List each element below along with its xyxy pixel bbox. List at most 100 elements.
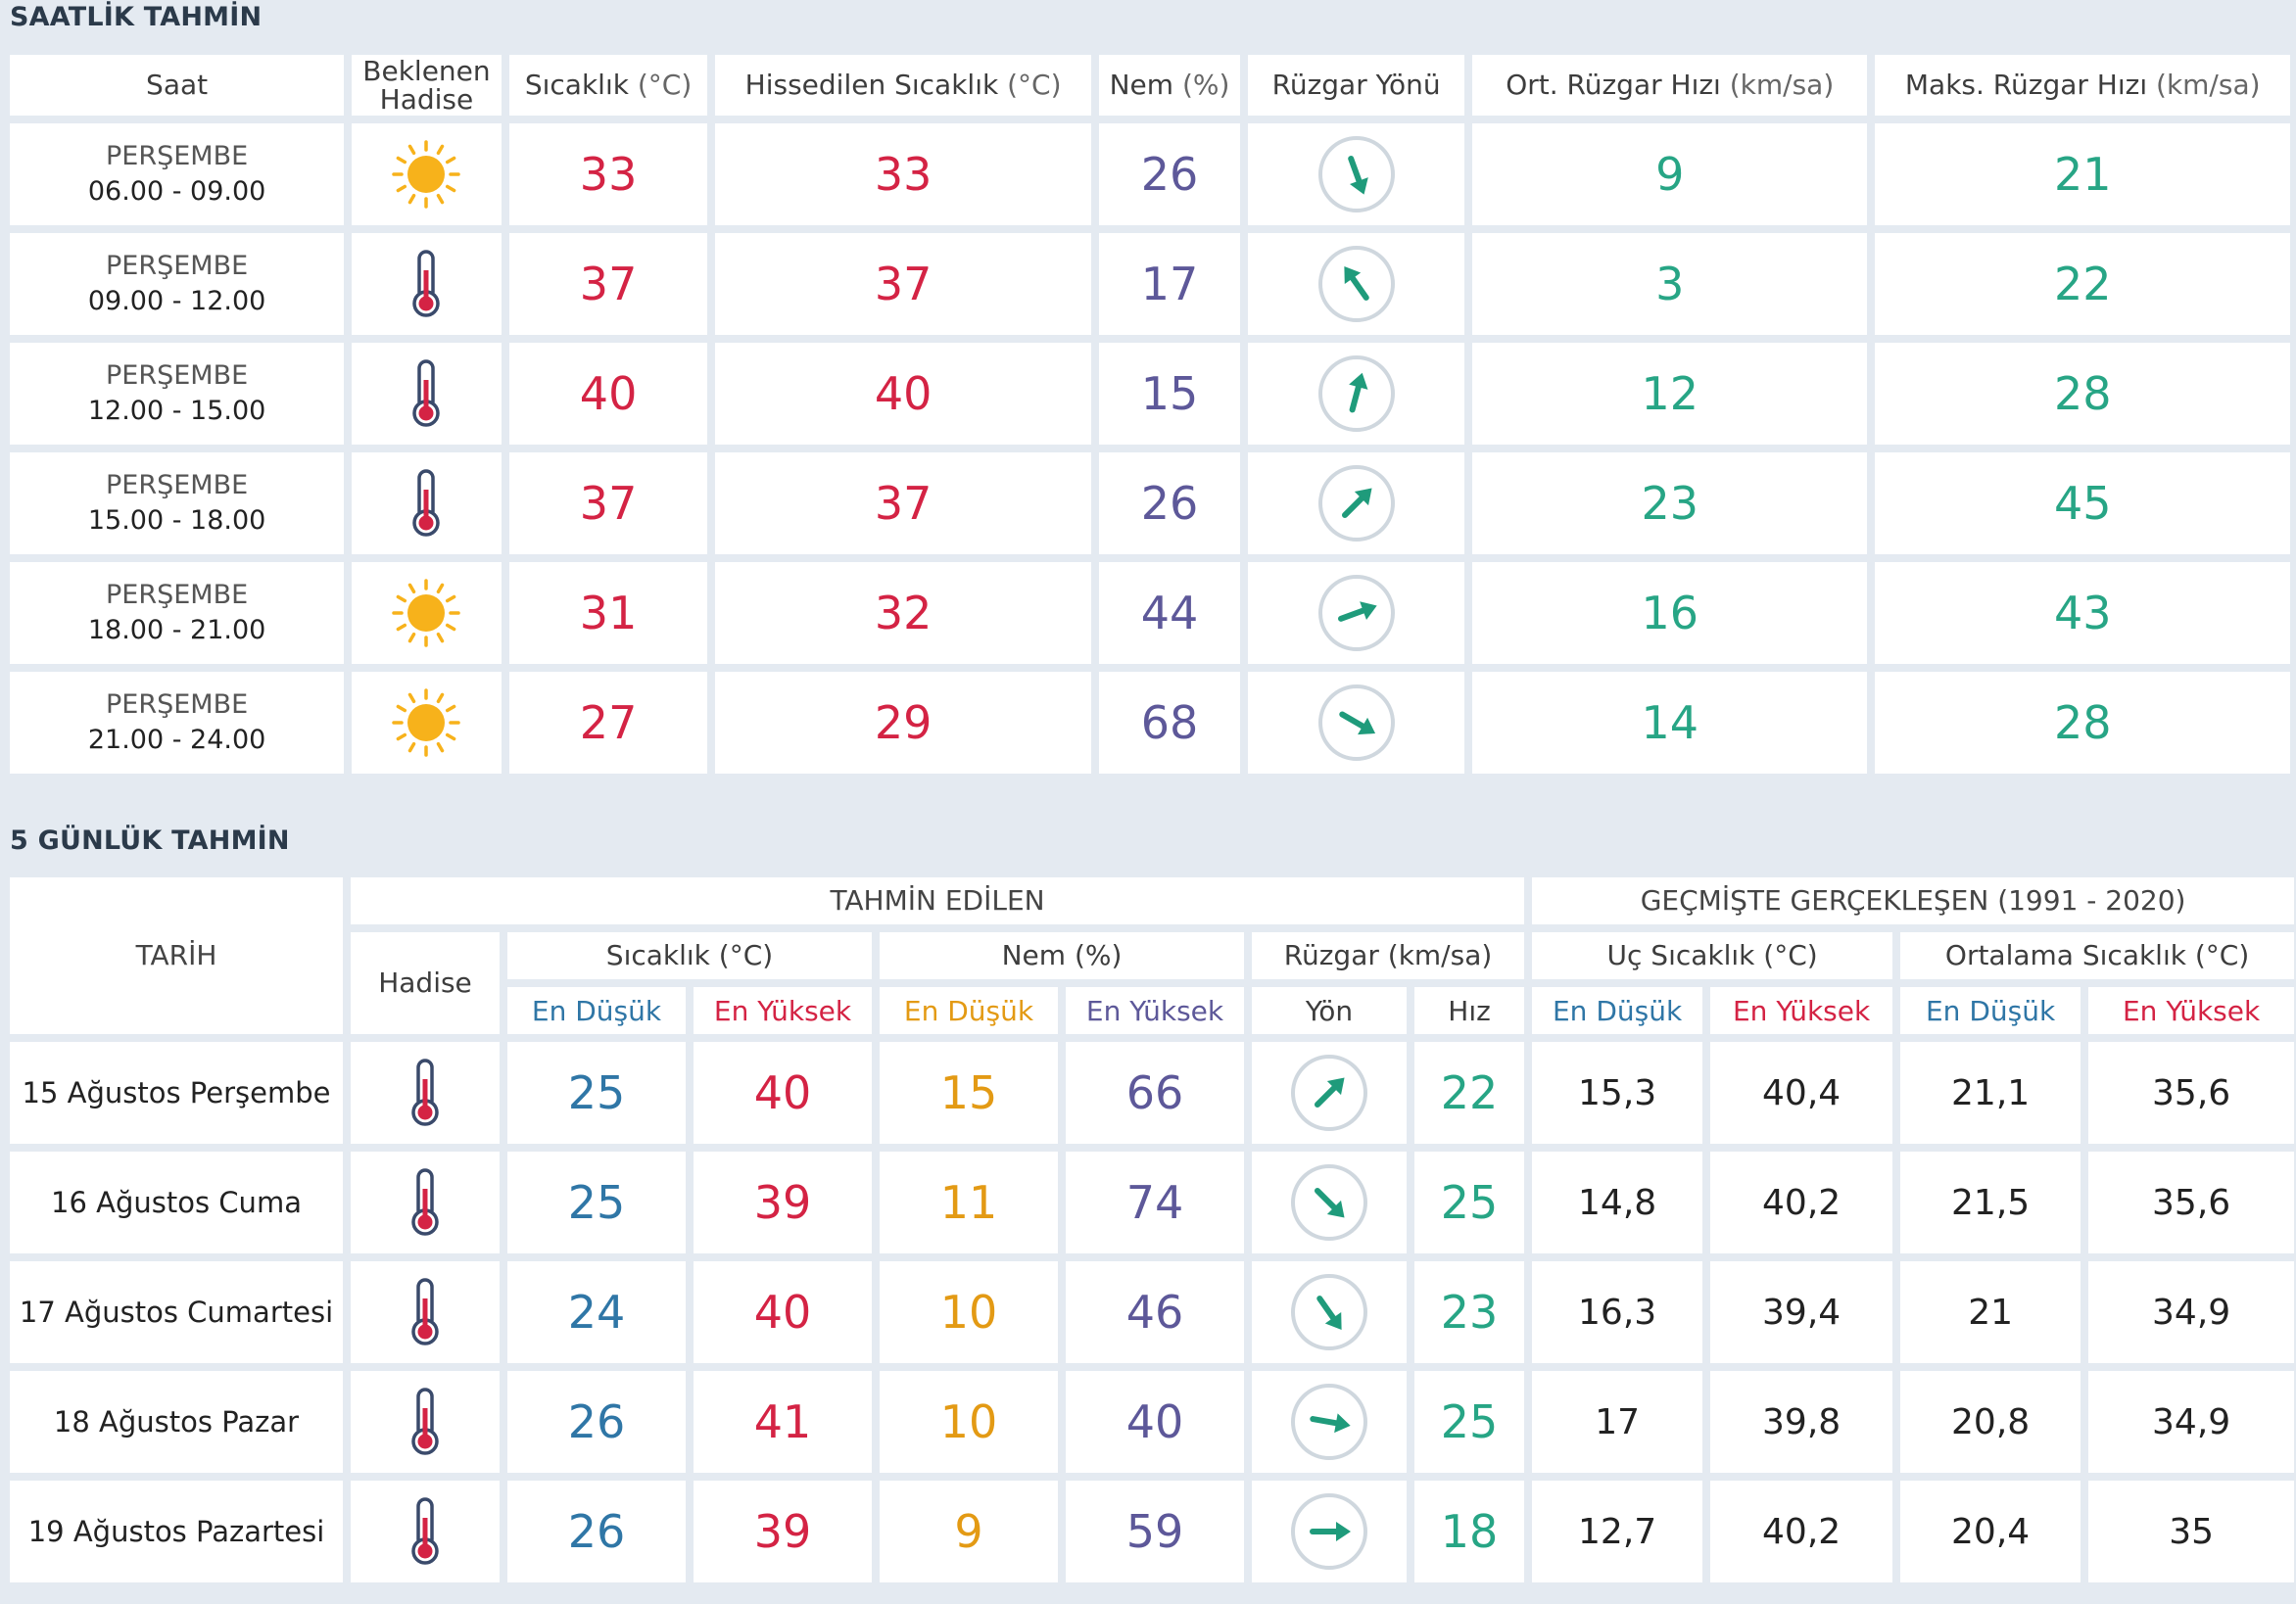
hourly-section-title: SAATLİK TAHMİN [10,2,263,32]
time-range: 09.00 - 12.00 [87,286,266,316]
feels-value: 40 [715,343,1091,445]
group-average: Ortalama Sıcaklık (°C) [1900,932,2295,979]
day-label: PERŞEMBE [106,579,249,610]
date-cell: 17 Ağustos Cumartesi [10,1261,343,1363]
group-extreme: Uç Sıcaklık (°C) [1532,932,1893,979]
col-temp-max: En Yüksek [694,987,872,1034]
table-row: PERŞEMBE 15.00 - 18.00 37 37 26 23 45 [10,452,2290,554]
temp-min-value: 24 [507,1261,686,1363]
time-range: 18.00 - 21.00 [87,615,266,645]
feels-value: 29 [715,672,1091,774]
group-forecast: TAHMİN EDİLEN [351,877,1525,924]
table-row: PERŞEMBE 12.00 - 15.00 40 40 15 12 28 [10,343,2290,445]
humidity-value: 17 [1098,233,1241,335]
average-min-value: 21,1 [1900,1042,2081,1144]
col-avg-max: En Yüksek [2088,987,2295,1034]
time-range: 06.00 - 09.00 [87,176,266,207]
humidity-min-value: 15 [880,1042,1058,1144]
max-wind-value: 22 [1875,233,2290,335]
average-min-value: 21,5 [1900,1152,2081,1253]
table-row: 18 Ağustos Pazar 26 41 10 40 25 17 39,8 20,8 34… [10,1371,2295,1473]
max-wind-value: 28 [1875,343,2290,445]
time-cell: PERŞEMBE 21.00 - 24.00 [10,672,345,774]
average-max-value: 35 [2088,1481,2295,1582]
time-cell: PERŞEMBE 15.00 - 18.00 [10,452,345,554]
wind-direction-icon [1252,1261,1407,1363]
sun-icon [352,672,502,774]
time-cell: PERŞEMBE 18.00 - 21.00 [10,562,345,664]
temp-min-value: 26 [507,1481,686,1582]
date-cell: 19 Ağustos Pazartesi [10,1481,343,1582]
col-avg-min: En Düşük [1900,987,2081,1034]
feels-value: 33 [715,123,1091,225]
extreme-min-value: 14,8 [1532,1152,1703,1253]
table-row: 19 Ağustos Pazartesi 26 39 9 59 18 12,7 40,2 2… [10,1481,2295,1582]
extreme-max-value: 40,2 [1710,1152,1893,1253]
wind-direction-icon [1248,343,1465,445]
thermometer-icon [352,233,502,335]
avg-wind-value: 14 [1472,672,1868,774]
day-label: PERŞEMBE [106,688,249,720]
wind-direction-icon [1248,233,1465,335]
temp-value: 27 [508,672,708,774]
humidity-value: 26 [1098,452,1241,554]
avg-wind-value: 12 [1472,343,1868,445]
group-temp: Sıcaklık (°C) [507,932,872,979]
temp-min-value: 25 [507,1042,686,1144]
sun-icon [352,123,502,225]
extreme-max-value: 39,4 [1710,1261,1893,1363]
humidity-value: 44 [1098,562,1241,664]
extreme-min-value: 12,7 [1532,1481,1703,1582]
humidity-min-value: 10 [880,1261,1058,1363]
max-wind-value: 45 [1875,452,2290,554]
col-time: Saat [10,55,345,116]
thermometer-icon [351,1042,500,1144]
humidity-min-value: 10 [880,1371,1058,1473]
avg-wind-value: 23 [1472,452,1868,554]
humidity-max-value: 46 [1066,1261,1244,1363]
extreme-max-value: 40,2 [1710,1481,1893,1582]
temp-value: 33 [508,123,708,225]
humidity-min-value: 9 [880,1481,1058,1582]
feels-value: 37 [715,452,1091,554]
thermometer-icon [351,1371,500,1473]
max-wind-value: 43 [1875,562,2290,664]
avg-wind-value: 16 [1472,562,1868,664]
wind-speed-value: 23 [1414,1261,1525,1363]
table-row: PERŞEMBE 21.00 - 24.00 27 29 68 14 28 [10,672,2290,774]
temp-min-value: 25 [507,1152,686,1253]
temp-value: 37 [508,233,708,335]
daily-section-title: 5 GÜNLÜK TAHMİN [10,826,290,856]
col-ext-min: En Düşük [1532,987,1703,1034]
temp-value: 31 [508,562,708,664]
col-date: TARİH [10,877,343,1034]
thermometer-icon [352,452,502,554]
col-humidity: Nem (%) [1098,55,1241,116]
average-min-value: 20,4 [1900,1481,2081,1582]
humidity-value: 15 [1098,343,1241,445]
group-wind: Rüzgar (km/sa) [1252,932,1525,979]
col-feels: Hissedilen Sıcaklık (°C) [715,55,1091,116]
wind-direction-icon [1248,672,1465,774]
average-max-value: 34,9 [2088,1261,2295,1363]
wind-speed-value: 18 [1414,1481,1525,1582]
sun-icon [352,562,502,664]
group-humidity: Nem (%) [880,932,1244,979]
temp-max-value: 39 [694,1152,872,1253]
humidity-value: 26 [1098,123,1241,225]
humidity-max-value: 40 [1066,1371,1244,1473]
wind-speed-value: 25 [1414,1152,1525,1253]
temp-value: 37 [508,452,708,554]
extreme-min-value: 16,3 [1532,1261,1703,1363]
table-row: PERŞEMBE 06.00 - 09.00 33 33 26 9 21 [10,123,2290,225]
daily-forecast-table: TARİH TAHMİN EDİLEN GEÇMİŞTE GERÇEKLEŞEN… [2,870,2296,1590]
table-row: PERŞEMBE 18.00 - 21.00 31 32 44 16 43 [10,562,2290,664]
wind-speed-value: 22 [1414,1042,1525,1144]
col-event: Hadise [351,932,500,1034]
temp-max-value: 39 [694,1481,872,1582]
temp-max-value: 40 [694,1261,872,1363]
average-min-value: 21 [1900,1261,2081,1363]
col-temp-min: En Düşük [507,987,686,1034]
humidity-max-value: 66 [1066,1042,1244,1144]
humidity-max-value: 59 [1066,1481,1244,1582]
